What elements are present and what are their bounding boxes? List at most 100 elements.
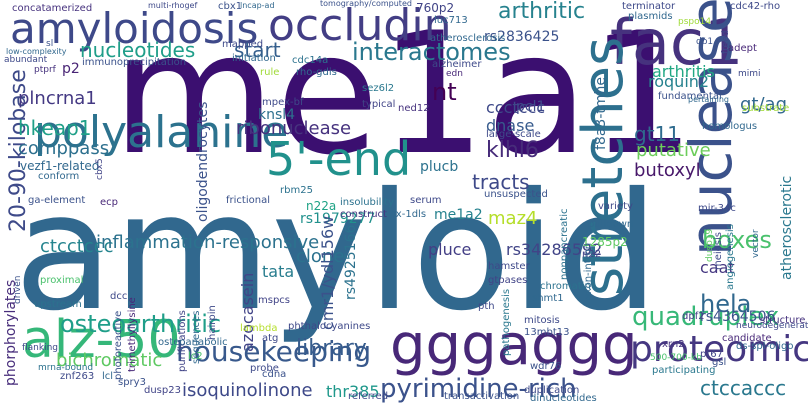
word-edn: edn [446,69,463,79]
word-n22: n22 [582,249,602,260]
word-large-scale: large-scale [486,129,541,140]
word-pth: pth [478,301,495,312]
word-dpf2: dpf2 [682,311,705,322]
word-trimethyllysine: trimethyllysine [127,297,138,372]
word-ga-element: ga-element [28,195,86,206]
word-nt: nt [432,78,457,106]
word-knsl4: knsl4 [258,107,296,123]
word-hela: hela [700,290,752,318]
word-substrate: substrate [742,103,790,114]
word-butoxyl: butoxyl [634,160,701,181]
word-cdna: cdna [262,369,287,380]
word-osteoanabolic: osteoanabolic [158,337,228,348]
word-osteoarthritic: osteoarthritic [60,310,222,338]
word-1285p2: 1285p2 [582,235,628,249]
word-rs4925166: rs4925166 [343,224,359,300]
word-bichromatic: bichromatic [56,350,163,371]
word-dnase: dnase [486,116,535,135]
word-lambda: lambda [240,323,278,334]
word-sez6l2: sez6l2 [362,83,395,94]
word-quadruplex: quadruplex [632,302,780,332]
word-boxes: boxes [702,226,772,254]
word-gt-ag: gt/ag [740,94,788,115]
word-driven: driven [13,275,23,304]
word-low-complexity: low-complexity [6,47,67,56]
word-spry3: spry3 [118,377,146,388]
word-plasmids: plasmids [628,11,673,22]
word-clone: clone [296,246,345,267]
word-mitosis: mitosis [524,315,560,326]
word-immunoprecipitation: immunoprecipitation [82,57,187,68]
word-dcc: dcc [110,291,128,302]
word-rs2836425: rs2836425 [484,29,560,45]
word-cdc42-rho: cdc42-rho [730,1,781,12]
word-proteomics: proteomics [630,329,808,370]
word-ptprf: ptprf [34,65,56,75]
word-plucb: plucb [420,159,459,175]
word-lncap-ad: lncap-ad [240,1,275,10]
word-pertaining: pertaining [688,95,729,104]
word-occludin: occludin [268,0,452,51]
word-arthritic: arthritic [498,0,586,24]
word-referred: referred [348,391,389,402]
word-hairpin: hairpin [207,305,218,340]
word-thr385: thr385 [326,382,380,401]
word-initiation: initiation [232,53,276,64]
word-gtpases: gtpases [488,275,528,286]
word-housekeeping: housekeeping [176,335,372,368]
word-comppass: comppass [18,138,110,159]
word-5-end: 5'-end [266,132,412,186]
word-ox-1dls: ox-1dls [390,209,427,220]
word-insolubility: insolubility [340,197,395,208]
word-start: start [234,38,281,62]
word-nucleotides: nucleotides [80,38,196,62]
word-sl: sl [46,39,54,49]
word-isoquinolinone: isoquinolinone [182,380,313,401]
word-amyloid: amyloid [14,159,659,347]
word-interactomes: interactomes [352,38,511,66]
word-ds-spl-oligo: ds-spl-oligo [736,341,794,352]
word-me1a1: me1a1 [112,0,696,192]
word-pyrimidine-rich: pyrimidine-rich [380,374,577,404]
word-wdr76: wdr76 [530,361,562,372]
word-atg: atg [262,333,279,344]
word-variety: variety [598,201,633,212]
word-serum: serum [410,195,442,206]
word-duplication: duplication [524,385,580,396]
word-luc713: luc713 [434,15,468,26]
word-pluce: pluce [428,240,472,259]
word-construct: construct [340,209,387,220]
word-rule: rule [260,67,280,78]
word-760p2: 760p2 [416,1,455,15]
word-hamster: hamster [488,261,530,272]
word-atherosclerosis: atherosclerosis [430,33,506,44]
word-amyloidosis: amyloidosis [10,4,259,53]
word-structure: structure [760,315,806,326]
word-candidate: candidate [722,333,772,344]
word-inflammation-responsive: inflammation-responsive [96,232,320,253]
word-hkeap1: hkeap1 [18,116,92,140]
word-participating: participating [652,365,716,376]
word-freed: freed [721,30,731,54]
word-abundant: abundant [4,55,48,65]
word-mapped: mapped [222,39,264,50]
word-pathogenesis: pathogenesis [501,288,512,356]
word-concatamerized: concatamerized [12,3,93,14]
word-xrn2: xrn2 [662,339,685,350]
word-me1a2: me1a2 [434,207,483,223]
word-azocasein: azocasein [238,272,257,352]
word-tomography-computed: tomography/computed [320,0,412,8]
word-photoreactive: photoreactive [113,310,124,380]
word-lc2: lc2 [188,351,203,362]
word-lcl: lcl [102,371,114,382]
word-fundamental: fundamental [658,91,722,102]
word-gsl: gsl [712,357,727,368]
word-n22a: n22a [306,199,337,213]
word-ctccaccc: ctccaccc [700,376,787,400]
word-ecp: ecp [100,197,118,208]
word-upstream: upstream [34,299,82,310]
word-vector: vector [751,229,761,258]
word-ccctccc: ccctccc [486,98,546,117]
word-ned12: ned12 [398,103,430,114]
word-meiosis: meiosis [713,232,724,270]
